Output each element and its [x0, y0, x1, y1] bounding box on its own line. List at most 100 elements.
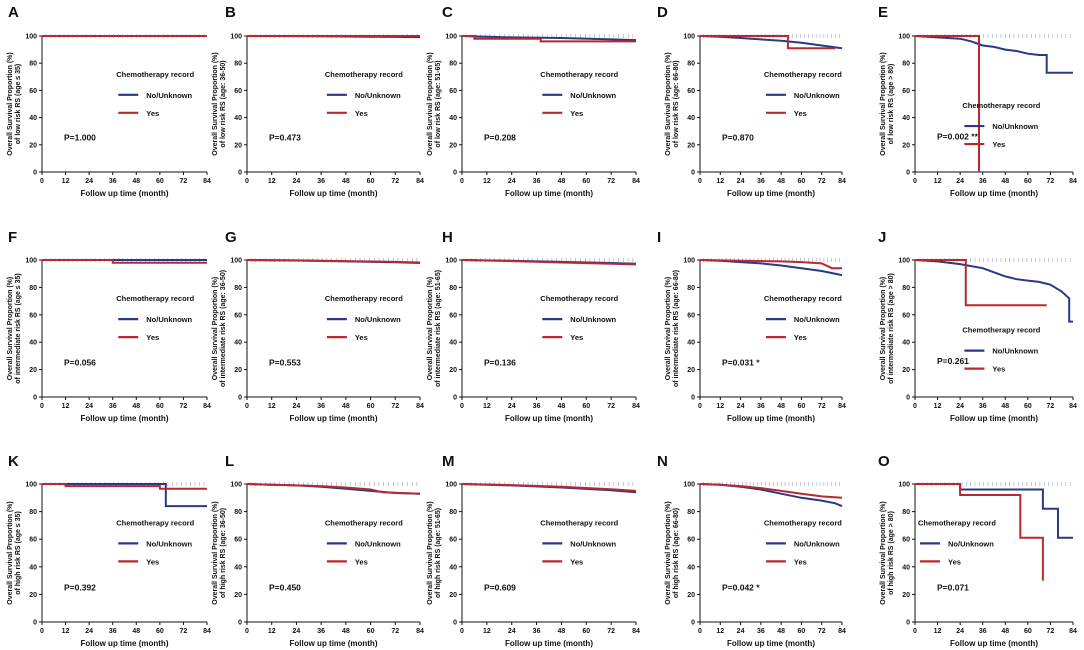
- x-tick-label: 48: [1001, 178, 1009, 185]
- panel-i: I 0 20 40 60 80 100 0 12 24 36 48 60 72 84 Follow up ti…: [657, 229, 846, 423]
- x-tick-label: 12: [483, 178, 491, 185]
- x-tick-label: 24: [293, 403, 301, 410]
- legend-title: Chemotherapy record: [962, 101, 1040, 110]
- y-tick-label: 40: [234, 340, 242, 347]
- y-tick-label: 0: [453, 170, 457, 177]
- x-tick-label: 60: [156, 628, 164, 635]
- x-tick-label: 60: [582, 178, 590, 185]
- y-tick-label: 60: [449, 88, 457, 95]
- x-tick-label: 0: [913, 178, 917, 185]
- y-tick-label: 40: [687, 340, 695, 347]
- y-tick-label: 40: [687, 564, 695, 571]
- legend-label-no-unknown: No/Unknown: [355, 91, 401, 100]
- x-tick-label: 60: [156, 403, 164, 410]
- series-yes-line: [462, 35, 636, 43]
- x-tick-label: 48: [1001, 628, 1009, 635]
- x-tick-label: 72: [607, 628, 615, 635]
- legend-label-no-unknown: No/Unknown: [992, 347, 1038, 356]
- legend-title: Chemotherapy record: [325, 70, 403, 79]
- legend: Chemotherapy record No/Unknown Yes: [540, 518, 618, 566]
- y-tick-label: 60: [687, 537, 695, 544]
- y-axis-label-line1: Overall Survival Proportion (%): [7, 52, 14, 155]
- x-tick-label: 12: [716, 628, 724, 635]
- legend-label-no-unknown: No/Unknown: [794, 91, 840, 100]
- legend: Chemotherapy record No/Unknown Yes: [918, 518, 996, 566]
- y-tick-label: 100: [230, 34, 242, 41]
- x-tick-label: 0: [913, 403, 917, 410]
- y-tick-label: 0: [238, 620, 242, 627]
- x-tick-label: 36: [533, 178, 541, 185]
- x-tick-label: 24: [508, 178, 516, 185]
- y-tick-label: 20: [234, 367, 242, 374]
- y-tick-label: 20: [449, 367, 457, 374]
- x-tick-label: 24: [737, 628, 745, 635]
- y-tick-label: 0: [906, 620, 910, 627]
- x-tick-label: 12: [62, 178, 70, 185]
- y-tick-label: 40: [687, 115, 695, 122]
- y-axis-label-line1: Overall Survival Proportion (%): [880, 52, 887, 155]
- x-tick-label: 36: [109, 403, 117, 410]
- x-tick-label: 48: [558, 178, 566, 185]
- x-tick-label: 72: [180, 628, 188, 635]
- panel-letter: N: [657, 453, 668, 470]
- x-tick-label: 12: [268, 628, 276, 635]
- x-tick-label: 48: [342, 628, 350, 635]
- y-tick-label: 20: [902, 592, 910, 599]
- y-tick-label: 80: [234, 285, 242, 292]
- x-tick-label: 72: [391, 178, 399, 185]
- y-tick-label: 100: [230, 482, 242, 489]
- y-tick-label: 40: [29, 340, 37, 347]
- legend-label-no-unknown: No/Unknown: [794, 315, 840, 324]
- x-tick-label: 60: [798, 178, 806, 185]
- legend-label-yes: Yes: [794, 333, 807, 342]
- x-tick-label: 0: [698, 403, 702, 410]
- p-value: P=0.031 *: [722, 357, 760, 367]
- x-axis-label: Follow up time (month): [290, 639, 378, 648]
- x-tick-label: 24: [956, 403, 964, 410]
- x-tick-label: 60: [367, 628, 375, 635]
- legend: Chemotherapy record No/Unknown Yes: [962, 326, 1040, 374]
- y-axis-label-line1: Overall Survival Proportion (%): [212, 277, 219, 380]
- y-tick-label: 80: [449, 285, 457, 292]
- y-tick-label: 0: [906, 170, 910, 177]
- x-tick-label: 0: [460, 628, 464, 635]
- series-yes-line: [246, 259, 421, 264]
- panel-letter: G: [225, 229, 237, 246]
- series-no-unknown-line: [915, 483, 1073, 539]
- y-tick-label: 20: [234, 142, 242, 149]
- x-axis-label: Follow up time (month): [81, 189, 169, 198]
- legend: Chemotherapy record No/Unknown Yes: [116, 294, 194, 342]
- y-tick-label: 60: [234, 312, 242, 319]
- legend: Chemotherapy record No/Unknown Yes: [540, 70, 618, 118]
- x-tick-label: 36: [317, 178, 325, 185]
- legend-label-yes: Yes: [146, 333, 159, 342]
- x-tick-label: 84: [632, 628, 640, 635]
- y-tick-label: 60: [29, 88, 37, 95]
- panel-letter: K: [8, 453, 19, 470]
- p-value: P=0.071: [937, 582, 969, 592]
- panel-a: A 0 20 40 60 80 100 0 12 24 36 48 60 72 84 Follow up ti…: [7, 4, 211, 198]
- y-tick-label: 40: [234, 115, 242, 122]
- legend-title: Chemotherapy record: [325, 518, 403, 527]
- x-tick-label: 36: [533, 403, 541, 410]
- legend-label-yes: Yes: [146, 109, 159, 118]
- y-tick-label: 60: [29, 537, 37, 544]
- y-tick-label: 20: [29, 592, 37, 599]
- x-tick-label: 0: [913, 628, 917, 635]
- x-tick-label: 24: [85, 178, 93, 185]
- legend-title: Chemotherapy record: [918, 518, 996, 527]
- x-tick-label: 84: [838, 403, 846, 410]
- y-axis-label-line2: of high risk RS (age: 66-80): [673, 508, 680, 598]
- series-yes-line: [42, 483, 207, 490]
- legend-label-yes: Yes: [355, 333, 368, 342]
- y-tick-label: 20: [449, 592, 457, 599]
- x-tick-label: 12: [62, 403, 70, 410]
- x-tick-label: 12: [483, 628, 491, 635]
- y-tick-label: 40: [902, 115, 910, 122]
- x-tick-label: 0: [40, 403, 44, 410]
- p-value: P=0.553: [269, 357, 301, 367]
- x-axis-label: Follow up time (month): [505, 639, 593, 648]
- panel-letter: H: [442, 229, 453, 246]
- y-tick-label: 40: [449, 115, 457, 122]
- legend-label-yes: Yes: [146, 557, 159, 566]
